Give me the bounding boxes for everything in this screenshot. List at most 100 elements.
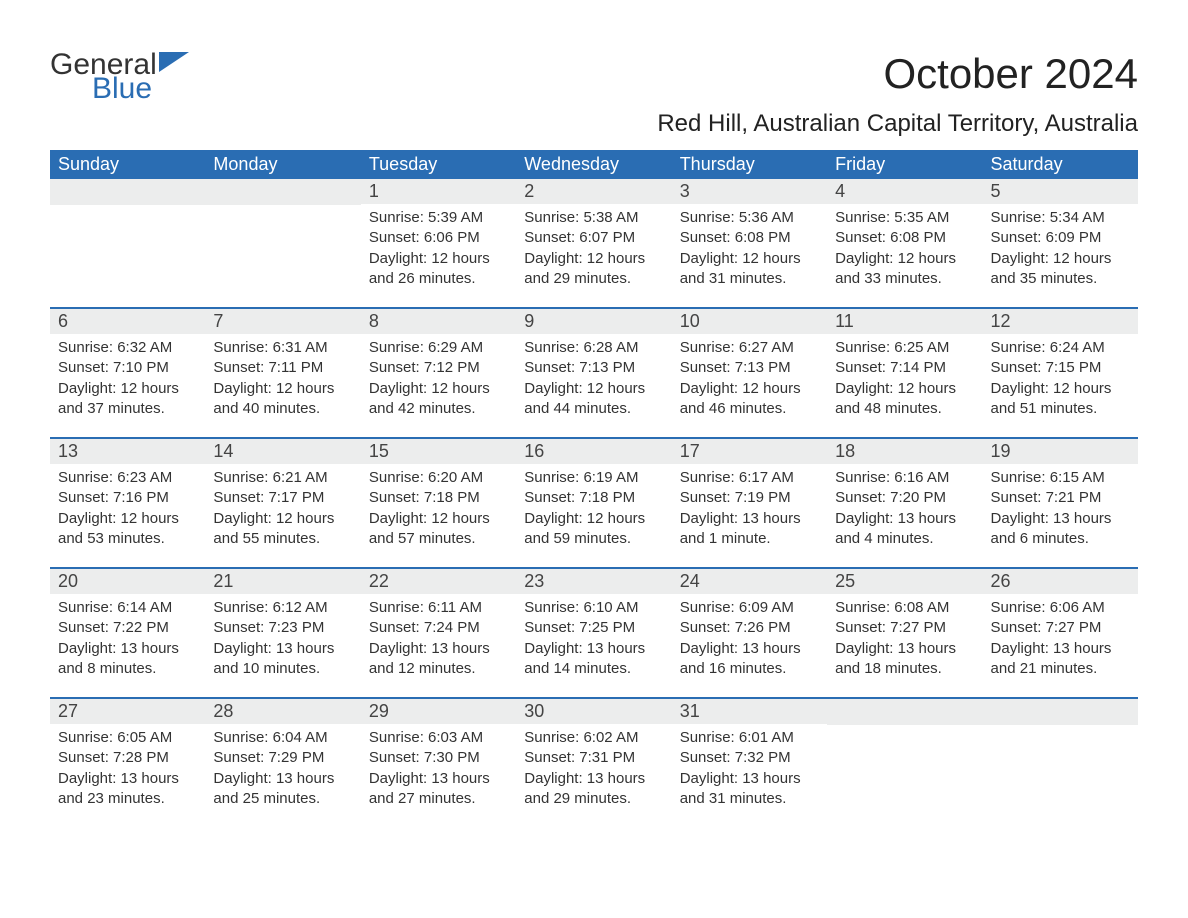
sunset-text: Sunset: 7:15 PM — [991, 358, 1130, 378]
daylight-text: Daylight: 13 hours and 1 minute. — [680, 509, 819, 550]
sunset-text: Sunset: 7:12 PM — [369, 358, 508, 378]
sunrise-text: Sunrise: 5:39 AM — [369, 208, 508, 228]
day-details: Sunrise: 6:21 AMSunset: 7:17 PMDaylight:… — [205, 464, 360, 555]
day-number: 21 — [205, 569, 360, 594]
logo-flag-icon — [159, 52, 189, 76]
day-number: 24 — [672, 569, 827, 594]
day-number: 9 — [516, 309, 671, 334]
day-number: 23 — [516, 569, 671, 594]
day-details: Sunrise: 6:12 AMSunset: 7:23 PMDaylight:… — [205, 594, 360, 685]
day-details: Sunrise: 5:39 AMSunset: 6:06 PMDaylight:… — [361, 204, 516, 295]
day-number: 29 — [361, 699, 516, 724]
calendar-week: 20Sunrise: 6:14 AMSunset: 7:22 PMDayligh… — [50, 567, 1138, 687]
location-subtitle: Red Hill, Australian Capital Territory, … — [657, 110, 1138, 138]
daylight-text: Daylight: 13 hours and 6 minutes. — [991, 509, 1130, 550]
sunrise-text: Sunrise: 6:05 AM — [58, 728, 197, 748]
sunset-text: Sunset: 7:31 PM — [524, 748, 663, 768]
daylight-text: Daylight: 13 hours and 31 minutes. — [680, 769, 819, 810]
sunrise-text: Sunrise: 5:38 AM — [524, 208, 663, 228]
sunrise-text: Sunrise: 6:27 AM — [680, 338, 819, 358]
day-number: 16 — [516, 439, 671, 464]
day-number: 18 — [827, 439, 982, 464]
calendar-day-cell: 15Sunrise: 6:20 AMSunset: 7:18 PMDayligh… — [361, 439, 516, 557]
calendar-day-cell: 18Sunrise: 6:16 AMSunset: 7:20 PMDayligh… — [827, 439, 982, 557]
weekday-header: Saturday — [983, 150, 1138, 179]
calendar-day-cell: 27Sunrise: 6:05 AMSunset: 7:28 PMDayligh… — [50, 699, 205, 817]
calendar-day-cell: 3Sunrise: 5:36 AMSunset: 6:08 PMDaylight… — [672, 179, 827, 297]
calendar-day-cell: 6Sunrise: 6:32 AMSunset: 7:10 PMDaylight… — [50, 309, 205, 427]
sunrise-text: Sunrise: 6:10 AM — [524, 598, 663, 618]
day-number: 11 — [827, 309, 982, 334]
day-number: 13 — [50, 439, 205, 464]
daylight-text: Daylight: 12 hours and 53 minutes. — [58, 509, 197, 550]
day-number — [827, 699, 982, 725]
day-details: Sunrise: 6:28 AMSunset: 7:13 PMDaylight:… — [516, 334, 671, 425]
calendar-day-cell: 5Sunrise: 5:34 AMSunset: 6:09 PMDaylight… — [983, 179, 1138, 297]
day-details: Sunrise: 6:19 AMSunset: 7:18 PMDaylight:… — [516, 464, 671, 555]
sunrise-text: Sunrise: 6:17 AM — [680, 468, 819, 488]
day-details: Sunrise: 6:10 AMSunset: 7:25 PMDaylight:… — [516, 594, 671, 685]
sunset-text: Sunset: 7:13 PM — [524, 358, 663, 378]
calendar-day-cell: 30Sunrise: 6:02 AMSunset: 7:31 PMDayligh… — [516, 699, 671, 817]
calendar-week: 6Sunrise: 6:32 AMSunset: 7:10 PMDaylight… — [50, 307, 1138, 427]
daylight-text: Daylight: 13 hours and 16 minutes. — [680, 639, 819, 680]
weekday-header-row: Sunday Monday Tuesday Wednesday Thursday… — [50, 150, 1138, 179]
sunset-text: Sunset: 7:23 PM — [213, 618, 352, 638]
day-number: 15 — [361, 439, 516, 464]
daylight-text: Daylight: 12 hours and 44 minutes. — [524, 379, 663, 420]
sunrise-text: Sunrise: 6:21 AM — [213, 468, 352, 488]
day-details: Sunrise: 6:01 AMSunset: 7:32 PMDaylight:… — [672, 724, 827, 815]
sunrise-text: Sunrise: 6:14 AM — [58, 598, 197, 618]
calendar-day-cell: 31Sunrise: 6:01 AMSunset: 7:32 PMDayligh… — [672, 699, 827, 817]
calendar-day-cell: 21Sunrise: 6:12 AMSunset: 7:23 PMDayligh… — [205, 569, 360, 687]
daylight-text: Daylight: 12 hours and 42 minutes. — [369, 379, 508, 420]
day-number: 8 — [361, 309, 516, 334]
day-details: Sunrise: 6:08 AMSunset: 7:27 PMDaylight:… — [827, 594, 982, 685]
sunset-text: Sunset: 7:25 PM — [524, 618, 663, 638]
sunset-text: Sunset: 7:10 PM — [58, 358, 197, 378]
weekday-header: Thursday — [672, 150, 827, 179]
daylight-text: Daylight: 13 hours and 14 minutes. — [524, 639, 663, 680]
calendar-day-cell: 13Sunrise: 6:23 AMSunset: 7:16 PMDayligh… — [50, 439, 205, 557]
daylight-text: Daylight: 12 hours and 40 minutes. — [213, 379, 352, 420]
daylight-text: Daylight: 13 hours and 10 minutes. — [213, 639, 352, 680]
calendar-day-cell: 7Sunrise: 6:31 AMSunset: 7:11 PMDaylight… — [205, 309, 360, 427]
calendar-day-cell: 19Sunrise: 6:15 AMSunset: 7:21 PMDayligh… — [983, 439, 1138, 557]
calendar-week: 13Sunrise: 6:23 AMSunset: 7:16 PMDayligh… — [50, 437, 1138, 557]
sunrise-text: Sunrise: 5:36 AM — [680, 208, 819, 228]
day-details: Sunrise: 6:09 AMSunset: 7:26 PMDaylight:… — [672, 594, 827, 685]
day-details: Sunrise: 5:36 AMSunset: 6:08 PMDaylight:… — [672, 204, 827, 295]
sunset-text: Sunset: 6:08 PM — [680, 228, 819, 248]
day-number: 26 — [983, 569, 1138, 594]
sunset-text: Sunset: 7:11 PM — [213, 358, 352, 378]
day-number: 25 — [827, 569, 982, 594]
sunrise-text: Sunrise: 5:35 AM — [835, 208, 974, 228]
daylight-text: Daylight: 12 hours and 59 minutes. — [524, 509, 663, 550]
day-number: 22 — [361, 569, 516, 594]
sunrise-text: Sunrise: 6:32 AM — [58, 338, 197, 358]
title-block: October 2024 Red Hill, Australian Capita… — [657, 50, 1138, 138]
daylight-text: Daylight: 13 hours and 23 minutes. — [58, 769, 197, 810]
day-details: Sunrise: 6:29 AMSunset: 7:12 PMDaylight:… — [361, 334, 516, 425]
month-title: October 2024 — [657, 50, 1138, 98]
daylight-text: Daylight: 13 hours and 8 minutes. — [58, 639, 197, 680]
day-number: 6 — [50, 309, 205, 334]
calendar-day-cell: 16Sunrise: 6:19 AMSunset: 7:18 PMDayligh… — [516, 439, 671, 557]
calendar-day-cell: 17Sunrise: 6:17 AMSunset: 7:19 PMDayligh… — [672, 439, 827, 557]
calendar-day-cell: 24Sunrise: 6:09 AMSunset: 7:26 PMDayligh… — [672, 569, 827, 687]
weekday-header: Tuesday — [361, 150, 516, 179]
sunrise-text: Sunrise: 6:15 AM — [991, 468, 1130, 488]
day-details: Sunrise: 5:34 AMSunset: 6:09 PMDaylight:… — [983, 204, 1138, 295]
calendar-day-cell: 20Sunrise: 6:14 AMSunset: 7:22 PMDayligh… — [50, 569, 205, 687]
sunset-text: Sunset: 7:18 PM — [524, 488, 663, 508]
daylight-text: Daylight: 12 hours and 46 minutes. — [680, 379, 819, 420]
sunset-text: Sunset: 6:09 PM — [991, 228, 1130, 248]
calendar-day-cell: 9Sunrise: 6:28 AMSunset: 7:13 PMDaylight… — [516, 309, 671, 427]
day-details: Sunrise: 6:32 AMSunset: 7:10 PMDaylight:… — [50, 334, 205, 425]
day-details: Sunrise: 6:24 AMSunset: 7:15 PMDaylight:… — [983, 334, 1138, 425]
daylight-text: Daylight: 12 hours and 57 minutes. — [369, 509, 508, 550]
logo: General Blue — [50, 50, 189, 104]
calendar-day-cell: 4Sunrise: 5:35 AMSunset: 6:08 PMDaylight… — [827, 179, 982, 297]
day-number: 20 — [50, 569, 205, 594]
calendar-day-cell — [983, 699, 1138, 817]
